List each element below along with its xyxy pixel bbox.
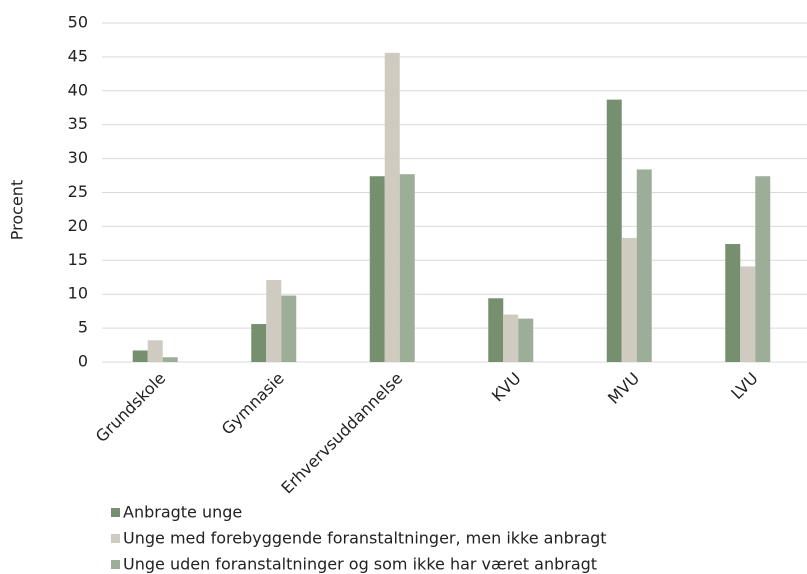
bar xyxy=(488,298,504,362)
x-tick-label: Erhvervsuddannelse xyxy=(277,369,406,498)
bar xyxy=(740,266,756,362)
x-tick-label: Grundskole xyxy=(92,369,169,446)
legend-swatch xyxy=(111,534,120,543)
y-tick-label: 25 xyxy=(68,182,88,201)
x-tick-label: KVU xyxy=(488,369,525,406)
x-tick-label: LVU xyxy=(727,369,762,404)
bar xyxy=(369,176,385,362)
y-tick-label: 5 xyxy=(78,318,88,337)
y-tick-label: 45 xyxy=(68,46,88,65)
legend-swatch xyxy=(111,560,120,569)
bar xyxy=(725,244,741,362)
bar xyxy=(147,340,163,362)
bar xyxy=(399,174,415,362)
bar xyxy=(384,52,400,362)
y-tick-label: 40 xyxy=(68,80,88,99)
y-tick-label: 15 xyxy=(68,250,88,269)
bar xyxy=(132,350,148,362)
legend-label: Unge med forebyggende foranstaltninger, … xyxy=(123,529,607,548)
bar xyxy=(503,314,519,362)
bar xyxy=(266,279,282,362)
legend-label: Anbragte unge xyxy=(123,503,242,522)
x-tick-label: MVU xyxy=(604,369,643,408)
y-tick-label: 0 xyxy=(78,352,88,371)
bar xyxy=(621,237,637,362)
y-tick-label: 30 xyxy=(68,148,88,167)
bar xyxy=(281,295,297,362)
legend-swatch xyxy=(111,508,120,517)
bar xyxy=(518,318,534,362)
x-tick-label: Gymnasie xyxy=(218,369,288,439)
y-tick-label: 50 xyxy=(68,13,88,32)
y-axis-label: Procent xyxy=(8,180,27,240)
bar xyxy=(251,324,267,362)
y-tick-label: 10 xyxy=(68,284,88,303)
bar xyxy=(606,99,622,362)
y-tick-label: 35 xyxy=(68,114,88,133)
y-tick-label: 20 xyxy=(68,216,88,235)
bar xyxy=(162,357,178,362)
bar xyxy=(755,176,771,362)
legend-label: Unge uden foranstaltninger og som ikke h… xyxy=(123,555,597,574)
bar xyxy=(636,169,652,362)
